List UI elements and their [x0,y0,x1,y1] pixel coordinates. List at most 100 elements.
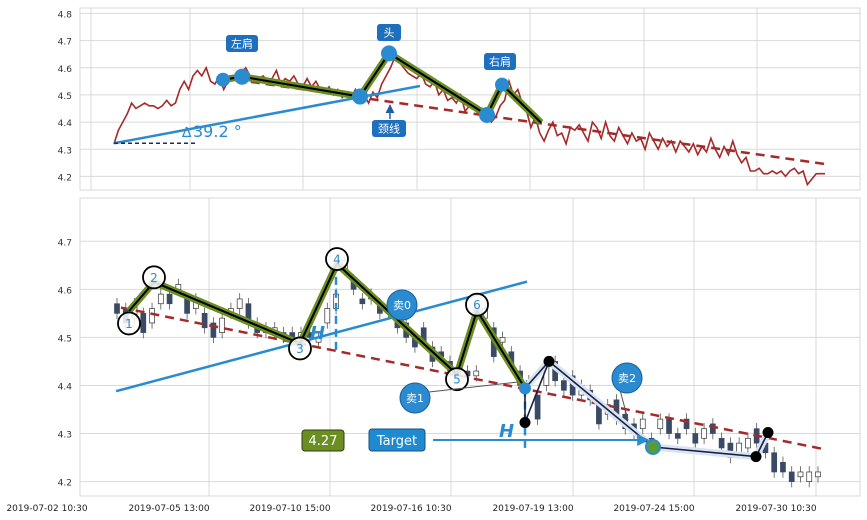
candle-body [797,471,804,478]
projection-point [519,416,531,428]
candle-body [236,298,243,309]
top-pattern-point [495,77,509,92]
top-y-tick-label: 4.4 [58,119,73,129]
bottom-y-tick-label: 4.4 [58,382,73,392]
angle-icon: ∆ [181,125,192,141]
candle-body [140,313,147,333]
pattern-point-3: 3 [288,336,312,361]
top-y-tick-label: 4.3 [58,146,72,156]
sell-2-marker: 卖2 [611,362,643,394]
head-label: 头 [384,27,395,40]
pattern-point-2: 2 [142,265,166,290]
sell-2-label: 卖2 [618,372,636,385]
right-shoulder-badge: 右肩 [484,53,516,70]
bottom-x-tick-label: 2019-07-24 15:00 [613,504,694,514]
pattern-point-5: 5 [445,367,469,392]
target-badge: Target [368,428,426,452]
candle-body [473,370,480,377]
bottom-x-tick-label: 2019-07-02 10:30 [6,504,87,514]
pattern-point-circle [288,336,312,361]
top-y-tick-label: 4.2 [58,173,72,183]
top-y-tick-label: 4.5 [58,92,72,102]
target-point [645,438,661,455]
pattern-point-label: 1 [125,317,133,331]
pattern-point-circle [445,367,469,392]
sell-0-marker: 卖0 [386,289,418,321]
top-pattern-point [479,107,495,124]
top-y-tick-label: 4.8 [58,10,73,20]
top-y-tick-label: 4.7 [58,38,72,48]
bottom-y-tick-label: 4.2 [58,479,72,489]
candle-body [114,303,120,314]
sell-1-marker: 卖1 [399,382,431,414]
right-shoulder-label: 右肩 [489,55,511,69]
candle-body [701,428,707,439]
candle-body [201,313,208,329]
candle-body [666,418,672,434]
candle-body [359,298,366,305]
left-shoulder-label: 左肩 [231,37,253,51]
candle-body [718,437,725,449]
target-value-badge: 4.27 [301,429,345,452]
bottom-x-tick-label: 2019-07-30 10:30 [735,504,816,514]
candle-body [324,308,331,324]
candle-body [149,308,155,324]
top-pattern-point [234,68,250,85]
pattern-point-1: 1 [117,311,141,336]
candle-body [806,471,813,482]
candle-body [499,337,506,343]
bottom-x-tick-label: 2019-07-16 10:30 [370,504,451,514]
pattern-point-label: 2 [150,271,158,285]
bottom-x-tick-label: 2019-07-10 15:00 [249,504,330,514]
candle-body [815,471,821,478]
bottom-y-tick-label: 4.6 [58,286,73,296]
candle-body [771,452,778,473]
sell-0-label: 卖0 [393,299,411,312]
neckline-angle-label: 39.2 ° [193,122,242,141]
top-pattern-point [381,45,397,62]
candle-body [788,471,795,482]
candle-body [657,418,664,430]
pattern-point-label: 6 [473,298,481,312]
pattern-point-circle [142,265,166,290]
pattern-point-label: 4 [333,253,341,267]
left-shoulder-badge: 左肩 [226,35,258,52]
neckline-height-label-1: H [310,323,325,344]
candle-body [157,293,164,305]
candle-body [534,394,541,420]
candle-body [780,462,786,473]
candle-body [184,298,190,314]
bottom-y-tick-label: 4.7 [58,238,72,248]
top-neckline [113,84,421,145]
candle-body [219,317,225,333]
candle-body [210,322,217,338]
target-value: 4.27 [309,434,338,449]
top-pattern-point [216,72,230,87]
pattern-point-circle [325,247,349,271]
pattern-point-circle [465,292,489,317]
top-trend-line [235,78,827,166]
pattern-point-label: 5 [453,373,461,387]
bottom-x-tick-label: 2019-07-05 13:00 [128,504,209,514]
pattern-point-circle [117,311,141,336]
candle-body [692,433,699,444]
top-pattern-point [352,88,368,105]
neckline-label: 颈线 [378,122,400,136]
head-badge: 头 [377,24,401,41]
bottom-x-tick-label: 2019-07-19 13:00 [492,504,573,514]
candle-body [166,293,173,305]
neckline-height-label-2: H [499,421,514,442]
candle-body [683,418,690,430]
bottom-panel: 4.7 4.6 4.5 4.4 4.3 4.2 2019-07-02 10:30 2019-… [6,197,861,514]
projection-point [750,451,762,463]
projection-point [543,355,555,367]
pattern-point-label: 3 [296,342,304,356]
top-panel: 4.8 4.7 4.6 4.5 4.4 4.3 4.2 左肩 头 右肩 颈线 [58,7,861,191]
pattern-point-6: 6 [465,292,489,317]
sell-1-label: 卖1 [406,392,424,405]
projection-point [762,427,774,439]
candle-body [709,423,716,434]
candle-body [674,433,681,439]
bottom-neckline [115,280,528,393]
